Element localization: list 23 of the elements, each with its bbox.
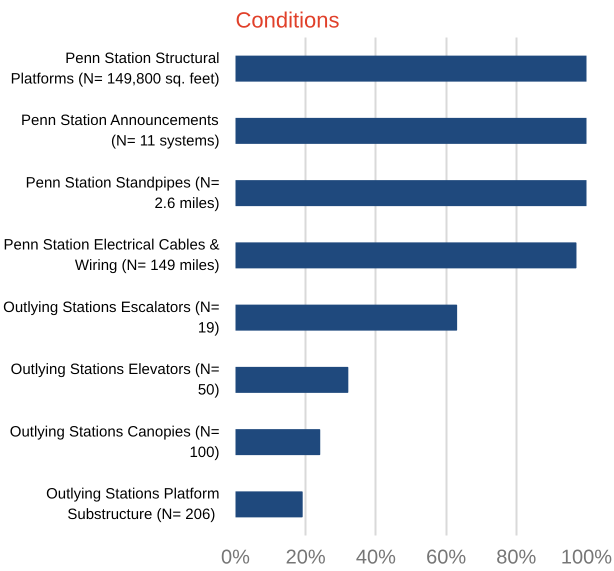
bar (236, 56, 586, 82)
bar (236, 491, 303, 518)
y-tick-label: Outlying Stations Platform Substructure (N= 206) (46, 486, 220, 524)
chart-title: Conditions (236, 8, 340, 32)
y-tick-label: Penn Station Electrical Cables & Wiring (N= 149 miles) (4, 236, 220, 274)
x-tick-label: 60% (426, 546, 466, 568)
x-tick-label: 20% (286, 546, 326, 568)
y-tick-label: Outlying Stations Escalators (N= 19) (3, 298, 220, 336)
bar (236, 242, 576, 268)
y-tick-label: Penn Station Standpipes (N= 2.6 miles) (26, 174, 220, 212)
bar (236, 304, 458, 331)
x-tick-label: 0% (221, 546, 250, 568)
y-tick-label: Penn Station Structural Platforms (N= 149,800 sq. feet) (10, 50, 220, 88)
bar (236, 366, 348, 393)
x-tick-label: 40% (356, 546, 396, 568)
bar (236, 118, 586, 144)
y-tick-label: Outlying Stations Canopies (N= 100) (10, 423, 220, 461)
x-tick-label: 100% (560, 546, 612, 568)
y-tick-label: Outlying Stations Elevators (N= 50) (10, 361, 220, 399)
bar (236, 180, 586, 206)
x-tick-label: 80% (496, 546, 537, 568)
bar (236, 429, 320, 456)
y-tick-label: Penn Station Announcements (N= 11 systems) (21, 112, 220, 150)
